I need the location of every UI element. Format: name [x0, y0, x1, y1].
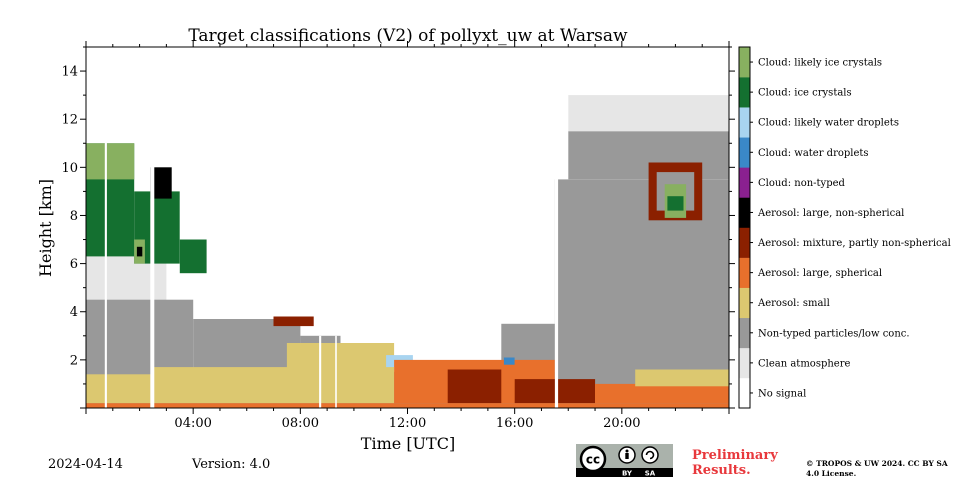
colorbar-swatch	[739, 377, 750, 409]
class-region-10	[86, 143, 135, 180]
class-region-2	[86, 299, 194, 375]
colorbar-swatch	[739, 137, 750, 168]
x-tick-label: 04:00	[174, 416, 211, 431]
colorbar-swatch	[739, 227, 750, 258]
colorbar-label: Aerosol: mixture, partly non-spherical	[757, 238, 951, 249]
y-tick-label: 6	[70, 257, 78, 272]
class-region-34	[150, 131, 155, 408]
colorbar-label: Cloud: ice crystals	[758, 88, 852, 99]
colorbar-label: Non-typed particles/low conc.	[758, 328, 910, 339]
colorbar-swatch	[739, 317, 750, 349]
class-region-15	[150, 167, 172, 199]
chart-title: Target classifications (V2) of pollyxt_u…	[188, 26, 628, 46]
y-tick-label: 10	[61, 161, 78, 176]
colorbar-label: Cloud: water droplets	[758, 148, 869, 159]
class-region-8	[568, 95, 730, 132]
class-region-27	[503, 357, 515, 365]
x-tick-label: 20:00	[603, 416, 640, 431]
colorbar-label: Clean atmosphere	[758, 358, 851, 369]
colorbar-swatch	[739, 167, 750, 198]
class-region-6	[554, 179, 729, 377]
cc-icon	[579, 445, 607, 473]
colorbar-swatch	[739, 287, 750, 319]
class-region-31	[667, 196, 684, 211]
class-region-32	[86, 403, 729, 408]
y-tick-label: 8	[70, 209, 78, 224]
class-region-26	[635, 369, 729, 387]
x-tick-label: 08:00	[282, 416, 319, 431]
sa-icon	[641, 446, 659, 464]
class-region-18	[153, 367, 287, 404]
class-region-14	[136, 246, 143, 257]
colorbar-label: Cloud: likely ice crystals	[758, 58, 882, 69]
x-tick-label: 12:00	[389, 416, 426, 431]
colorbar: No signal Clean atmosphere Non-typed parti…	[738, 46, 951, 409]
x-tick-label: 16:00	[496, 416, 533, 431]
class-region-12	[179, 239, 207, 274]
class-region-25	[595, 383, 729, 404]
class-region-36	[335, 335, 337, 408]
colorbar-swatch	[739, 347, 750, 379]
cc-icon-text: cc	[586, 453, 600, 467]
by-label: BY	[622, 470, 633, 478]
colorbar-label: Aerosol: large, spherical	[757, 268, 882, 279]
badge-bar	[576, 468, 673, 477]
by-icon-body	[625, 453, 629, 459]
cc-by-sa-badge: cc BY SA	[576, 444, 673, 477]
by-icon-head	[625, 449, 629, 453]
class-region-24	[554, 379, 596, 404]
sa-label: SA	[645, 470, 656, 478]
preliminary-results-label: Preliminary Results.	[692, 448, 778, 478]
class-region-16	[273, 316, 314, 327]
x-axis-label: Time [UTC]	[361, 434, 455, 453]
class-region-23	[514, 379, 555, 404]
sa-icon-arrow	[645, 450, 655, 460]
colorbar-label: Aerosol: large, non-spherical	[757, 208, 904, 219]
class-region-3	[193, 319, 301, 375]
colorbar-swatch	[739, 47, 750, 78]
class-region-37	[554, 131, 559, 408]
version-label: Version: 4.0	[192, 457, 271, 472]
date-label: 2024-04-14	[48, 457, 123, 472]
y-tick-label: 14	[61, 65, 78, 80]
y-axis-label: Height [km]	[36, 179, 55, 277]
colorbar-swatch	[739, 77, 750, 108]
copyright-notice: © TROPOS & UW 2024. CC BY SA 4.0 License…	[806, 459, 948, 478]
colorbar-swatch	[739, 107, 750, 138]
class-region-22	[447, 369, 502, 404]
y-tick-label: 2	[70, 353, 78, 368]
plot-area	[85, 46, 730, 409]
class-region-33	[104, 131, 107, 408]
colorbar-label: Aerosol: small	[757, 298, 830, 309]
colorbar-swatch	[739, 197, 750, 228]
class-region-35	[319, 335, 322, 408]
colorbar-swatch	[739, 257, 750, 288]
y-tick-label: 12	[61, 113, 78, 128]
class-region-17	[86, 374, 153, 404]
y-tick-label: 4	[70, 305, 78, 320]
colorbar-label: Cloud: non-typed	[758, 178, 846, 189]
colorbar-label: No signal	[758, 388, 806, 399]
class-region-19	[286, 343, 395, 404]
colorbar-frame	[738, 46, 751, 409]
colorbar-label: Cloud: likely water droplets	[758, 118, 899, 129]
